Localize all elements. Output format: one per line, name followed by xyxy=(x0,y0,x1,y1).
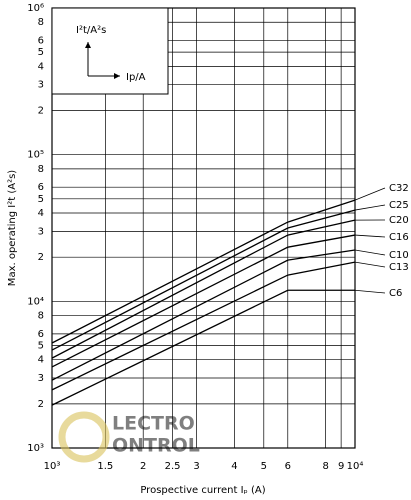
series-label: C25 xyxy=(389,200,409,211)
x-tick-label: 1.5 xyxy=(97,461,113,472)
curve xyxy=(51,234,356,368)
series-label: C6 xyxy=(389,288,402,299)
y-tick-label: 3 xyxy=(38,226,44,237)
y-axis-label: Max. operating I²t (A²s) xyxy=(7,170,18,286)
leader-line xyxy=(354,261,386,268)
series-label: C20 xyxy=(389,215,409,226)
curve xyxy=(51,289,355,406)
curve xyxy=(51,199,356,344)
y-tick-label: 8 xyxy=(38,164,44,175)
leader-line xyxy=(354,249,386,256)
curves xyxy=(51,199,356,406)
y-tick-label: 10⁶ xyxy=(27,3,44,14)
inset-box xyxy=(51,7,169,95)
y-tick-label: 5 xyxy=(38,194,44,205)
x-tick-label: 4 xyxy=(231,461,237,472)
x-tick-label: 3 xyxy=(193,461,199,472)
series-label: C16 xyxy=(389,232,409,243)
leader-line xyxy=(354,187,386,201)
y-tick-label: 2 xyxy=(38,252,44,263)
y-tick-label: 8 xyxy=(38,311,44,322)
x-tick-label: 10⁴ xyxy=(347,461,364,472)
x-tick-label: 2 xyxy=(140,461,146,472)
y-tick-label: 4 xyxy=(38,208,44,219)
x-tick-label: 5 xyxy=(261,461,267,472)
x-tick-label: 8 xyxy=(322,461,328,472)
y-tick-label: 3 xyxy=(38,373,44,384)
series-label: C10 xyxy=(389,250,409,261)
inset-x-label: Ip/A xyxy=(126,72,146,83)
y-tick-label: 10³ xyxy=(27,443,44,454)
y-tick-label: 6 xyxy=(38,36,44,47)
curve xyxy=(51,209,356,351)
leader-line xyxy=(354,289,386,294)
inset-y-label: I²t/A²s xyxy=(76,25,106,36)
curve xyxy=(51,249,356,381)
series-label: C13 xyxy=(389,262,409,273)
y-tick-label: 3 xyxy=(38,80,44,91)
watermark-text: ONTROL xyxy=(112,435,200,457)
x-tick-label: 9 xyxy=(338,461,344,472)
y-tick-label: 4 xyxy=(38,355,44,366)
leader-line xyxy=(354,204,386,211)
curve xyxy=(51,219,356,359)
y-tick-label: 10⁴ xyxy=(27,296,44,307)
x-axis-label: Prospective current Iₚ (A) xyxy=(140,485,265,496)
x-tick-label: 2.5 xyxy=(165,461,181,472)
watermark-text: LECTRO xyxy=(112,413,195,435)
leader-line xyxy=(354,234,386,238)
x-tick-label: 10³ xyxy=(44,461,61,472)
curve xyxy=(51,261,356,391)
y-tick-label: 2 xyxy=(38,106,44,117)
y-tick-label: 6 xyxy=(38,329,44,340)
y-tick-label: 5 xyxy=(38,47,44,58)
y-tick-label: 8 xyxy=(38,17,44,28)
x-tick-label: 6 xyxy=(285,461,291,472)
y-tick-label: 6 xyxy=(38,182,44,193)
y-tick-label: 4 xyxy=(38,61,44,72)
watermark-logo xyxy=(58,411,110,463)
series-label: C32 xyxy=(389,183,409,194)
y-tick-label: 5 xyxy=(38,340,44,351)
y-tick-label: 10⁵ xyxy=(27,150,44,161)
y-tick-label: 2 xyxy=(38,399,44,410)
